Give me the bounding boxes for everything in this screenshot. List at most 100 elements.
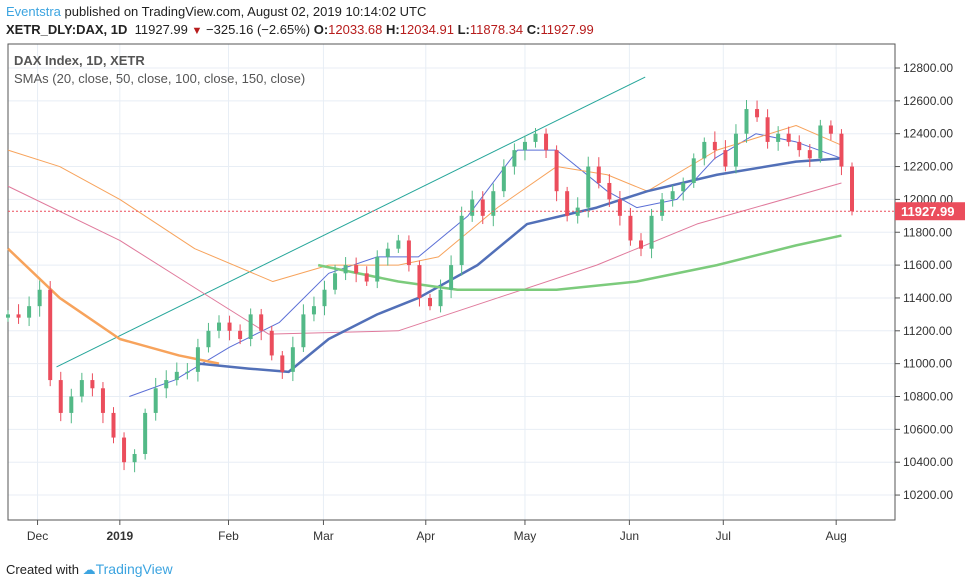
symbol-info: XETR_DLY:DAX, 1D 11927.99 ▼ −325.16 (−2.…	[6, 22, 594, 37]
y-tick-label: 10400.00	[903, 455, 953, 469]
candle-body	[765, 117, 770, 142]
candle-body	[850, 166, 854, 212]
candle-body	[744, 109, 749, 134]
candle-body	[27, 306, 32, 318]
low-value: 11878.34	[469, 22, 524, 37]
candle-body	[6, 314, 10, 318]
candle-body	[712, 141, 717, 151]
close-value: 11927.99	[540, 22, 594, 37]
candle-body	[522, 141, 527, 151]
low-label: L:	[457, 22, 470, 37]
candle-body	[354, 265, 359, 274]
candle-body	[607, 182, 612, 200]
candle-body	[480, 199, 485, 216]
candle-body	[828, 125, 833, 134]
candle-body	[649, 215, 654, 249]
candle-body	[786, 133, 791, 142]
candle-body	[702, 141, 707, 159]
y-tick-label: 11200.00	[903, 324, 952, 338]
candle-body	[69, 396, 74, 413]
candle-body	[206, 330, 211, 348]
candle-body	[797, 141, 802, 151]
close-label: C:	[526, 22, 541, 37]
candle-body	[280, 355, 285, 372]
x-tick-label: Aug	[825, 529, 846, 543]
candle-body	[776, 133, 781, 142]
candle-body	[217, 322, 221, 331]
candle-body	[470, 199, 475, 216]
candle-body	[195, 347, 200, 372]
y-tick-label: 10200.00	[903, 488, 953, 502]
y-tick-label: 12400.00	[903, 127, 953, 141]
candle-body	[501, 166, 506, 192]
x-tick-label: 2019	[106, 529, 133, 543]
candle-body	[48, 289, 53, 381]
down-triangle-icon: ▼	[191, 25, 203, 37]
y-tick-label: 10800.00	[903, 390, 953, 404]
y-tick-label: 12600.00	[903, 94, 953, 108]
candle-body	[586, 166, 591, 208]
y-tick-label: 11800.00	[903, 225, 952, 239]
candle-body	[111, 412, 116, 438]
current-price-badge	[895, 202, 965, 221]
x-tick-label: May	[514, 529, 537, 543]
candle-body	[259, 314, 264, 331]
candle-body	[428, 297, 432, 307]
candle-body	[628, 215, 633, 241]
candle-body	[681, 182, 686, 192]
candle-body	[311, 306, 316, 315]
candle-body	[660, 199, 665, 216]
publish-info: Eventstra published on TradingView.com, …	[6, 4, 426, 19]
candle-body	[691, 158, 696, 183]
candle-body	[100, 388, 105, 413]
high-value: 12034.91	[399, 22, 454, 37]
x-tick-label: Dec	[27, 529, 48, 543]
x-tick-label: Jun	[620, 529, 639, 543]
price-change: −325.16 (−2.65%)	[206, 22, 311, 37]
candle-body	[164, 380, 169, 389]
candle-body	[364, 273, 369, 282]
candle-body	[723, 150, 728, 167]
candle-body	[79, 380, 84, 397]
candle-body	[396, 240, 401, 249]
x-tick-label: Apr	[416, 529, 435, 543]
trend-line	[56, 76, 646, 368]
candle-body	[58, 380, 63, 413]
candle-body	[755, 109, 760, 118]
candle-body	[417, 265, 422, 298]
candle-body	[37, 289, 42, 307]
candle-body	[565, 191, 570, 216]
footer: Created with ☁TradingView	[6, 561, 173, 578]
candle-body	[554, 150, 559, 192]
candle-body	[174, 371, 179, 381]
indicator-legend[interactable]: SMAs (20, close, 50, close, 100, close, …	[14, 71, 306, 86]
candle-body	[533, 133, 538, 142]
candle-body	[406, 240, 411, 266]
y-tick-label: 10600.00	[903, 422, 953, 436]
author-link[interactable]: Eventstra	[6, 4, 61, 19]
candle-body	[596, 166, 601, 183]
x-tick-label: Feb	[218, 529, 239, 543]
candle-body	[459, 215, 464, 266]
candle-body	[269, 330, 274, 356]
open-label: O:	[313, 22, 329, 37]
candle-body	[733, 133, 738, 167]
candle-body	[375, 256, 380, 282]
chart-title: DAX Index, 1D, XETR	[14, 53, 145, 68]
tradingview-link[interactable]: TradingView	[95, 561, 173, 577]
sma-line	[7, 182, 842, 335]
candle-body	[238, 330, 243, 340]
candle-body	[143, 412, 148, 454]
x-tick-label: Mar	[313, 529, 334, 543]
candle-body	[385, 248, 390, 257]
candle-body	[122, 437, 127, 463]
symbol-label: XETR_DLY:DAX, 1D	[6, 22, 128, 37]
candle-body	[185, 371, 190, 373]
y-tick-label: 11600.00	[903, 258, 952, 272]
candle-body	[818, 125, 823, 159]
candle-body	[449, 265, 454, 290]
candle-body	[132, 453, 137, 463]
candle-body	[438, 289, 443, 307]
candle-body	[343, 265, 348, 274]
